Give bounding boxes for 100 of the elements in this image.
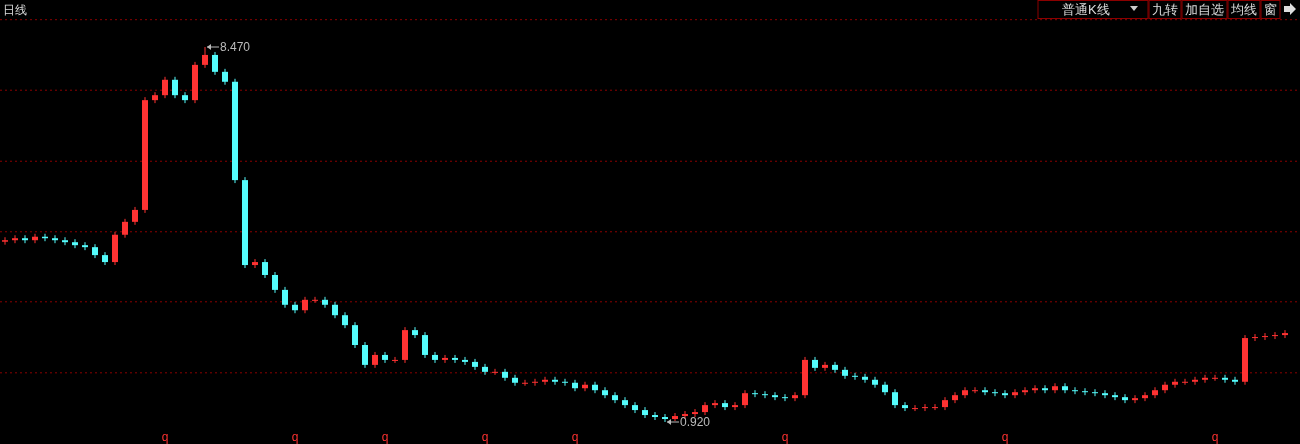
candlestick: [1262, 332, 1268, 341]
candlestick: [1162, 381, 1168, 394]
text: q: [1001, 430, 1009, 444]
text: q: [381, 430, 389, 444]
text: 九转: [1152, 2, 1178, 17]
candlestick: [482, 363, 488, 376]
candlestick: [312, 296, 318, 304]
candlestick: [82, 241, 88, 251]
text: q: [781, 430, 789, 444]
candlestick: [592, 381, 598, 394]
candlestick: [1212, 374, 1218, 382]
candlestick: [282, 286, 288, 309]
candlestick: [1022, 386, 1028, 396]
candlestick: [12, 234, 18, 244]
candlestick: [982, 386, 988, 396]
candlestick: [272, 271, 278, 294]
candlestick: [1122, 393, 1128, 404]
candlestick: [352, 321, 358, 349]
candlestick: [1042, 384, 1048, 394]
candlestick: [382, 351, 388, 364]
candlestick: [912, 404, 918, 412]
chart-title: 日线: [3, 3, 27, 17]
text: q: [161, 430, 169, 444]
candlestick: [922, 403, 928, 412]
candlestick: [1132, 394, 1138, 404]
candlestick: [952, 391, 958, 404]
candlestick: [932, 403, 938, 411]
candlestick: [1182, 378, 1188, 386]
candlestick: [872, 376, 878, 389]
candlestick: [1072, 386, 1078, 395]
text: 普通K线: [1062, 2, 1110, 17]
annotation: 8.470: [220, 40, 251, 54]
candlestick: [1192, 376, 1198, 386]
candlestick: [292, 301, 298, 314]
candlestick: [552, 376, 558, 386]
candlestick: [412, 326, 418, 339]
candlestick: [762, 390, 768, 399]
candlestick: [602, 386, 608, 399]
candlestick: [772, 391, 778, 401]
candlestick: [2, 236, 8, 246]
candlestick: [1202, 374, 1208, 384]
candlestick: [722, 399, 728, 411]
candlestick: [822, 361, 828, 372]
candlestick: [692, 408, 698, 418]
candlestick: [942, 396, 948, 411]
candlestick: [1282, 329, 1288, 339]
candlestick: [622, 396, 628, 409]
candlestick: [1032, 384, 1038, 394]
text: q: [1211, 430, 1219, 444]
candlestick: [62, 236, 68, 246]
candlestick: [362, 341, 368, 369]
text: q: [291, 430, 299, 444]
candlestick: [1082, 387, 1088, 396]
candlestick: [452, 354, 458, 364]
candlestick: [1272, 331, 1278, 340]
candlestick: [882, 381, 888, 396]
candlestick: [122, 218, 128, 239]
annotation: 0.920: [680, 415, 711, 429]
candlestick: [52, 234, 58, 244]
candlestick: [542, 376, 548, 386]
candlestick: [852, 372, 858, 381]
candlestick: [572, 379, 578, 392]
candlestick: [992, 388, 998, 397]
candlestick: [1062, 382, 1068, 394]
candlestick: [652, 411, 658, 421]
candlestick: [512, 374, 518, 387]
candlestick: [102, 251, 108, 266]
candlestick: [752, 389, 758, 398]
candlestick: [172, 76, 178, 99]
candlestick: [612, 391, 618, 404]
candlestick: [632, 401, 638, 414]
candlestick: [902, 401, 908, 412]
candlestick: [422, 331, 428, 359]
text: 窗: [1264, 2, 1277, 17]
candlestick: [1052, 382, 1058, 394]
candlestick: [642, 406, 648, 419]
candlestick: [492, 368, 498, 376]
candlestick: [892, 388, 898, 409]
candlestick: [1142, 391, 1148, 402]
candlestick: [792, 391, 798, 402]
candlestick: [1172, 378, 1178, 389]
candlestick: [532, 378, 538, 387]
candlestick: [1012, 388, 1018, 399]
candlestick: [262, 258, 268, 279]
candlestick: [442, 354, 448, 364]
candlestick: [1152, 386, 1158, 399]
candlestick: [502, 368, 508, 382]
candlestick: [392, 356, 398, 364]
candlestick: [842, 366, 848, 380]
text: q: [481, 430, 489, 444]
candlestick: [972, 386, 978, 394]
candlestick: [1112, 391, 1118, 401]
candlestick: [252, 258, 258, 269]
candlestick: [22, 234, 28, 244]
candlestick: [162, 76, 168, 99]
candlestick: [562, 378, 568, 387]
candlestick: [782, 393, 788, 402]
candlestick: [72, 238, 78, 249]
candlestick: [1252, 333, 1258, 342]
candlestick: [732, 401, 738, 411]
